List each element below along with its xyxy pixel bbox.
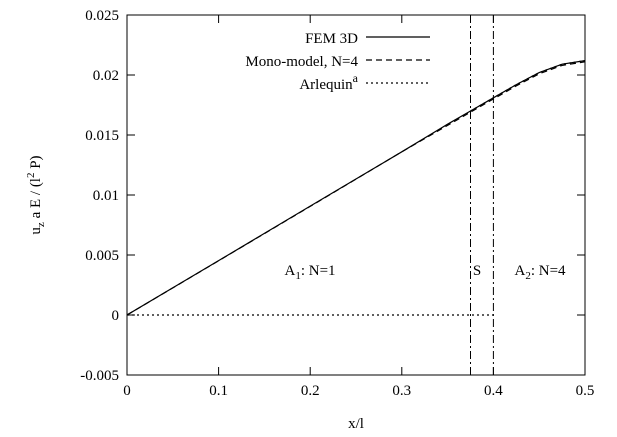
y-tick-label: 0.025	[85, 8, 119, 24]
x-tick-label: 0	[123, 383, 131, 399]
legend-name: FEM 3D	[305, 31, 358, 47]
annotation-rest: : N=1	[301, 263, 336, 279]
legend-label: Mono-model, N=4	[245, 54, 358, 70]
y-tick-label: 0.005	[85, 248, 119, 264]
annotation-text: S	[473, 263, 481, 279]
y-label-part: 2	[25, 173, 37, 179]
annotation: A2: N=4	[514, 263, 566, 282]
series-line	[126, 61, 586, 316]
series-line	[470, 60, 586, 112]
annotation: A1: N=1	[284, 263, 335, 282]
y-tick-label: 0.02	[93, 68, 119, 84]
x-tick-label: 0.2	[301, 383, 320, 399]
annotation-sub: 1	[295, 270, 301, 282]
annotation-rest: : N=4	[531, 263, 566, 279]
y-tick-label: -0.005	[80, 368, 119, 384]
annotation-text: A	[514, 263, 525, 279]
x-tick-label: 0.5	[576, 383, 595, 399]
y-axis-label: uz a E / (l2 P)	[25, 155, 47, 234]
legend-label: FEM 3D	[305, 31, 358, 47]
y-tick-label: 0.015	[85, 128, 119, 144]
x-tick-label: 0.4	[484, 383, 503, 399]
y-label-part: a E / (l	[28, 178, 44, 222]
legend-label: Arlequina	[299, 71, 358, 93]
y-label-part: u	[28, 227, 44, 235]
legend-name: Arlequin	[299, 77, 353, 93]
y-tick-label: 0.01	[93, 188, 119, 204]
x-axis-label: x/l	[348, 416, 364, 432]
legend-name: Mono-model, N=4	[245, 54, 358, 70]
annotation-text: A	[284, 263, 295, 279]
y-label-part: z	[35, 222, 47, 227]
y-label-part: P)	[28, 155, 44, 172]
x-tick-label: 0.1	[209, 383, 228, 399]
x-tick-label: 0.3	[392, 383, 411, 399]
legend-sup: a	[353, 71, 359, 85]
annotation-sub: 2	[525, 270, 531, 282]
annotation: S	[473, 263, 481, 279]
y-tick-label: 0	[112, 308, 120, 324]
